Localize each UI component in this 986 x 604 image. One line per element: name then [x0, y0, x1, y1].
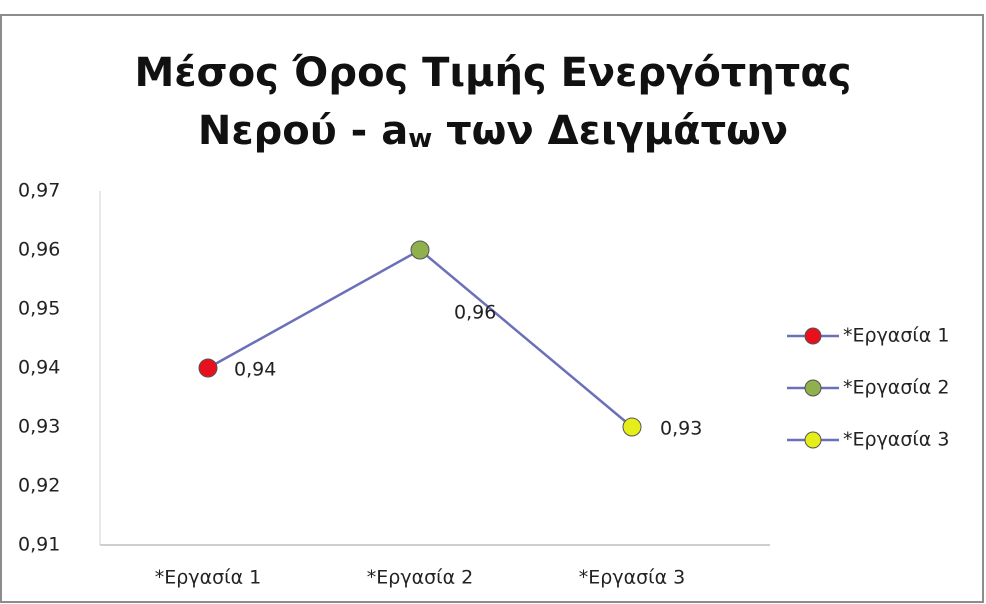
y-tick-label: 0,95: [18, 298, 60, 320]
legend-label: *Εργασία 3: [843, 429, 949, 451]
chart-title: Μέσος Όρος Τιμής Ενεργότητας: [134, 50, 851, 96]
x-tick-label: *Εργασία 1: [155, 567, 261, 589]
title-part: των Δειγμάτων: [432, 108, 788, 154]
data-point: [410, 240, 430, 260]
y-tick-label: 0,94: [18, 357, 60, 379]
y-tick-label: 0,92: [18, 475, 60, 497]
legend-label: *Εργασία 2: [843, 377, 949, 399]
legend-label: *Εργασία 1: [843, 325, 949, 347]
y-tick-label: 0,97: [18, 180, 60, 202]
data-point: [622, 417, 642, 437]
data-point: [198, 358, 218, 378]
x-tick-label: *Εργασία 2: [367, 567, 473, 589]
legend-marker: [804, 379, 822, 397]
title-part: Νερού - a: [198, 108, 408, 154]
x-tick-label: *Εργασία 3: [579, 567, 685, 589]
legend-marker: [804, 431, 822, 449]
y-tick-label: 0,91: [18, 534, 60, 556]
data-label: 0,93: [660, 418, 702, 440]
data-label: 0,96: [454, 302, 496, 324]
y-tick-label: 0,96: [18, 239, 60, 261]
title-subscript: w: [408, 124, 432, 154]
data-label: 0,94: [234, 359, 276, 381]
y-tick-label: 0,93: [18, 416, 60, 438]
chart-title: Νερού - aw των Δειγμάτων: [198, 108, 788, 154]
legend-marker: [804, 327, 822, 345]
